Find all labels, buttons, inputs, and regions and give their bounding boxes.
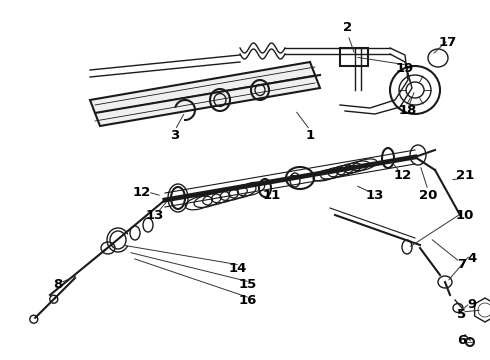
Text: 9: 9 bbox=[467, 298, 477, 311]
Text: 16: 16 bbox=[239, 293, 257, 306]
Text: 20: 20 bbox=[419, 189, 437, 202]
Text: 13: 13 bbox=[366, 189, 384, 202]
Text: 17: 17 bbox=[439, 36, 457, 49]
Text: 11: 11 bbox=[263, 189, 281, 202]
Text: 19: 19 bbox=[396, 62, 414, 75]
Text: 13: 13 bbox=[146, 208, 164, 221]
Text: 12: 12 bbox=[133, 185, 151, 198]
Text: 6: 6 bbox=[457, 333, 466, 346]
Bar bbox=[340, 48, 368, 66]
Text: 14: 14 bbox=[229, 261, 247, 274]
Text: 18: 18 bbox=[399, 104, 417, 117]
Text: 4: 4 bbox=[467, 252, 477, 265]
Polygon shape bbox=[90, 62, 320, 126]
Text: 2: 2 bbox=[343, 21, 353, 33]
Text: 8: 8 bbox=[53, 279, 63, 292]
Text: 10: 10 bbox=[456, 208, 474, 221]
Text: 1: 1 bbox=[305, 129, 315, 141]
Text: 7: 7 bbox=[458, 258, 466, 271]
Text: 21: 21 bbox=[456, 168, 474, 181]
Text: 3: 3 bbox=[171, 129, 180, 141]
Text: 5: 5 bbox=[458, 309, 466, 321]
Text: 15: 15 bbox=[239, 279, 257, 292]
Text: 12: 12 bbox=[394, 168, 412, 181]
